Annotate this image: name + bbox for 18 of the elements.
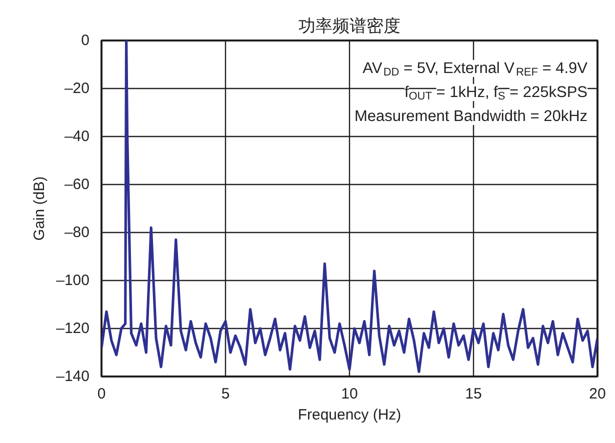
y-tick-label: –100 [56,272,90,289]
x-tick-label: 0 [97,386,106,402]
x-tick-label: 20 [589,386,606,402]
y-axis-title: Gain (dB) [31,176,48,241]
y-tick-label: –120 [56,320,90,337]
y-tick-label: –140 [56,368,90,385]
y-tick-label: –80 [64,224,90,241]
line-series [102,40,598,373]
x-axis-title: Frequency (Hz) [298,406,402,424]
x-tick-label: 10 [341,386,358,402]
x-tick-label: 5 [221,386,230,402]
annotation: Measurement Bandwidth = 20kHz [354,108,588,125]
chart-title: 功率频谱密度 [298,16,400,36]
x-tick-label: 15 [465,386,482,402]
y-tick-label: 0 [81,32,90,49]
y-tick-label: –60 [64,176,90,193]
y-tick-label: –40 [64,128,90,145]
y-tick-label: –20 [64,80,90,97]
